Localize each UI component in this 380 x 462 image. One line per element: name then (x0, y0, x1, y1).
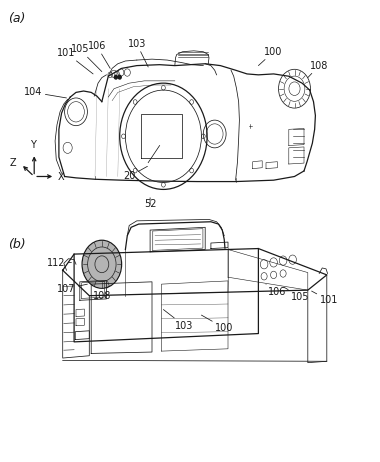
Text: (b): (b) (8, 238, 26, 251)
Text: 105: 105 (71, 44, 102, 72)
Text: (a): (a) (8, 12, 26, 24)
Text: X: X (58, 172, 64, 182)
Text: 103: 103 (163, 310, 193, 331)
Text: 106: 106 (266, 284, 287, 297)
Text: 108: 108 (93, 286, 112, 301)
Text: 101: 101 (312, 291, 338, 305)
Text: 52: 52 (144, 198, 156, 209)
Text: 100: 100 (258, 47, 283, 66)
Text: 108: 108 (308, 61, 328, 78)
Text: Y: Y (30, 140, 36, 150)
Circle shape (118, 75, 121, 79)
Text: Z: Z (10, 158, 17, 168)
Circle shape (114, 75, 117, 79)
Text: 105: 105 (284, 287, 309, 302)
Circle shape (83, 241, 121, 287)
Text: 112: 112 (47, 258, 71, 268)
Text: 103: 103 (128, 39, 148, 67)
Text: 104: 104 (24, 87, 66, 98)
Text: 106: 106 (88, 41, 110, 68)
Text: 107: 107 (57, 284, 87, 294)
Text: 100: 100 (201, 315, 233, 333)
Text: 101: 101 (57, 48, 93, 74)
Text: 20: 20 (123, 166, 147, 182)
